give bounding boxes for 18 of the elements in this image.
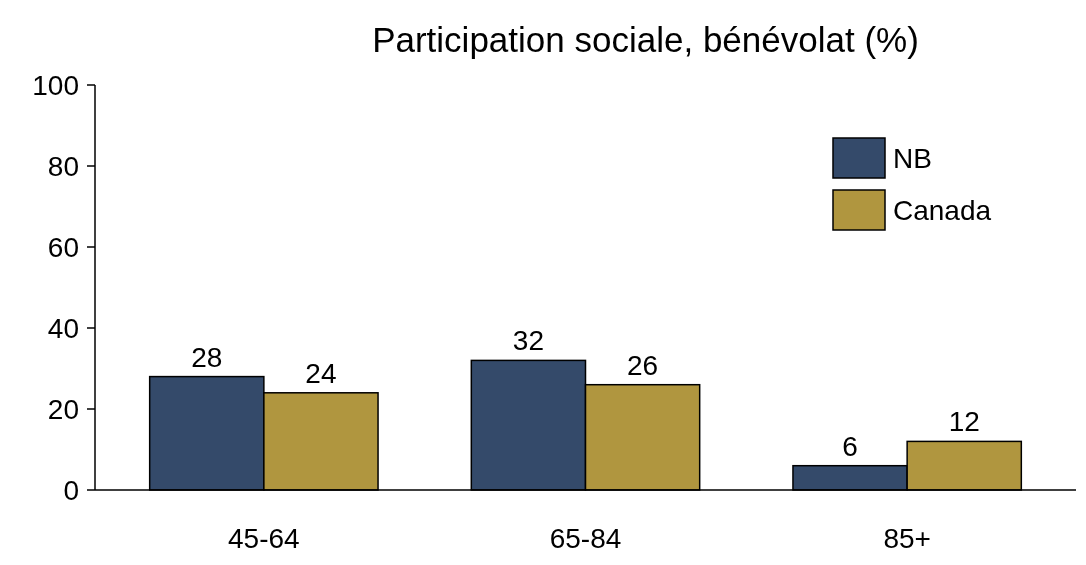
legend-label: NB: [893, 142, 932, 174]
y-tick-label: 100: [32, 69, 79, 101]
y-tick-label: 40: [47, 312, 79, 344]
x-tick-label: 85+: [883, 523, 931, 554]
data-label: 26: [627, 349, 659, 381]
x-tick-label: 45-64: [228, 523, 300, 554]
y-tick-label: 0: [63, 474, 79, 506]
y-tick-label: 60: [47, 231, 79, 263]
data-label: 24: [305, 357, 337, 389]
data-label: 6: [842, 430, 858, 462]
x-tick-label: 65-84: [549, 523, 622, 554]
data-label: 12: [948, 406, 980, 438]
legend-label: Canada: [893, 194, 992, 226]
data-label: 28: [191, 341, 223, 373]
data-label: 32: [512, 325, 544, 357]
chart-title: Participation sociale, bénévolat (%): [372, 20, 919, 59]
y-tick-label: 20: [47, 393, 79, 425]
y-tick-label: 80: [47, 150, 79, 182]
